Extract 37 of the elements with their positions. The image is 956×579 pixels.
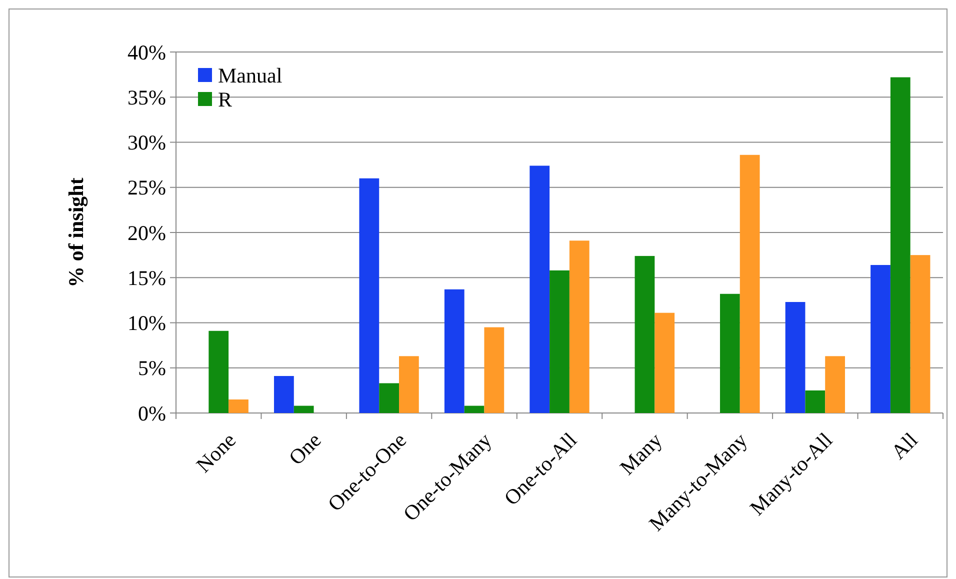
bar: [359, 178, 380, 413]
bar: [634, 256, 655, 413]
bar: [228, 399, 248, 413]
bar: [805, 390, 826, 413]
bar: [550, 270, 570, 413]
y-tick-label: 15%: [128, 266, 166, 290]
bar: [274, 376, 294, 413]
bar: [294, 406, 314, 413]
y-tick-label: 40%: [128, 40, 166, 64]
y-axis-title: % of insight: [64, 178, 88, 288]
bar: [654, 312, 675, 413]
bar: [464, 406, 484, 413]
bar: [785, 302, 806, 413]
bar: [444, 289, 464, 413]
bar: [740, 154, 760, 413]
y-tick-label: 0%: [138, 401, 166, 426]
y-tick-label: 35%: [128, 85, 166, 110]
x-tick-label: One: [284, 428, 326, 470]
bar: [569, 240, 590, 413]
bar: [720, 294, 740, 413]
bar: [825, 356, 845, 413]
bar: [379, 383, 399, 413]
bar: [399, 356, 419, 413]
y-tick-label: 20%: [128, 220, 166, 245]
bar: [530, 166, 550, 413]
legend-label: R: [218, 87, 232, 112]
y-tick-label: 10%: [128, 311, 166, 336]
bar: [484, 327, 504, 413]
bar: [870, 264, 890, 413]
legend-label: Manual: [218, 63, 282, 88]
bar: [208, 330, 229, 413]
bar: [910, 255, 930, 413]
bar: [890, 77, 910, 413]
y-tick-label: 30%: [128, 130, 166, 155]
y-tick-label: 5%: [138, 356, 166, 380]
y-tick-label: 25%: [128, 176, 166, 200]
x-tick-label: All: [886, 428, 922, 464]
